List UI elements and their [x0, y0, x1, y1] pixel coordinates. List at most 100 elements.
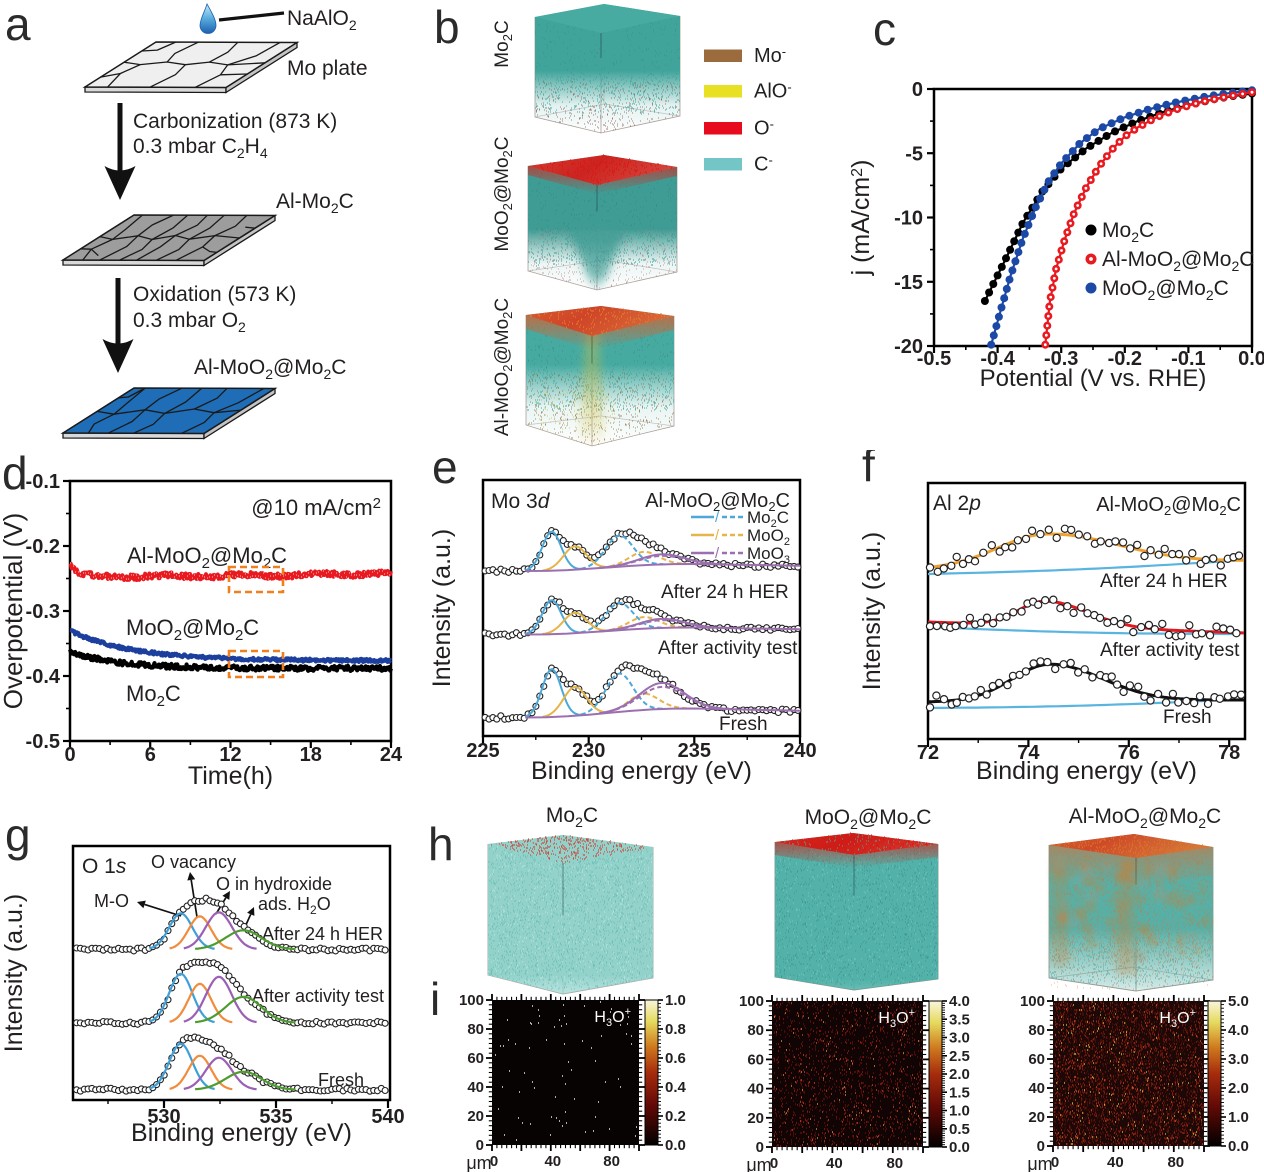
svg-text:1.0: 1.0	[1228, 1109, 1249, 1126]
svg-text:40: 40	[826, 1155, 843, 1172]
svg-text:80: 80	[1028, 1022, 1045, 1039]
svg-text:c: c	[873, 3, 896, 55]
svg-text:40: 40	[747, 1081, 764, 1098]
svg-text:-0.2: -0.2	[26, 536, 60, 558]
svg-text:20: 20	[747, 1110, 764, 1127]
svg-text:O 1s: O 1s	[82, 855, 127, 878]
svg-text:-0.1: -0.1	[26, 471, 60, 493]
svg-text:i: i	[430, 973, 440, 1025]
svg-text:235: 235	[678, 740, 711, 762]
svg-text:20: 20	[1028, 1109, 1045, 1126]
svg-text:MoO2: MoO2	[747, 526, 790, 548]
svg-text:-0.3: -0.3	[1044, 348, 1078, 370]
svg-text:60: 60	[747, 1051, 764, 1068]
svg-text:/: /	[715, 527, 720, 544]
svg-text:H3O+: H3O+	[1159, 1007, 1196, 1030]
svg-text:Mo2C: Mo2C	[1102, 219, 1154, 245]
svg-text:0: 0	[1051, 1154, 1059, 1171]
svg-text:0: 0	[756, 1139, 764, 1156]
svg-text:O in hydroxide: O in hydroxide	[216, 874, 332, 894]
svg-text:Al 2p: Al 2p	[933, 492, 981, 515]
svg-text:C-: C-	[754, 153, 773, 176]
svg-text:100: 100	[1020, 993, 1045, 1010]
svg-text:MoO3: MoO3	[747, 544, 790, 566]
svg-text:0.0: 0.0	[665, 1137, 686, 1154]
svg-text:100: 100	[459, 992, 484, 1009]
svg-text:4.0: 4.0	[949, 993, 970, 1010]
svg-text:Binding energy (eV): Binding energy (eV)	[131, 1119, 352, 1147]
svg-text:a: a	[5, 0, 31, 50]
svg-text:40: 40	[467, 1079, 484, 1096]
svg-text:After 24 h HER: After 24 h HER	[661, 582, 789, 603]
svg-text:1.0: 1.0	[949, 1103, 970, 1120]
svg-text:ads. H2O: ads. H2O	[258, 894, 331, 917]
svg-text:μm: μm	[1027, 1154, 1052, 1172]
svg-text:μm: μm	[746, 1155, 771, 1172]
svg-text:Carbonization (873 K): Carbonization (873 K)	[133, 110, 337, 133]
svg-text:AlO-: AlO-	[754, 80, 792, 103]
svg-text:/: /	[715, 545, 720, 562]
svg-text:80: 80	[886, 1155, 903, 1172]
svg-text:20: 20	[467, 1108, 484, 1125]
svg-text:MoO2@Mo2C: MoO2@Mo2C	[805, 806, 932, 832]
svg-text:Intensity (a.u.): Intensity (a.u.)	[858, 532, 886, 690]
svg-text:Mo2C: Mo2C	[492, 20, 515, 67]
svg-text:0.0: 0.0	[1238, 348, 1264, 370]
svg-text:3.0: 3.0	[1228, 1051, 1249, 1068]
svg-text:Mo2C: Mo2C	[747, 508, 789, 530]
svg-text:j (mA/cm2): j (mA/cm2)	[847, 160, 875, 277]
svg-text:H3O+: H3O+	[594, 1006, 631, 1029]
svg-text:Intensity (a.u.): Intensity (a.u.)	[430, 529, 456, 687]
svg-text:Al-MoO2@Mo2C: Al-MoO2@Mo2C	[194, 356, 346, 382]
svg-text:Mo-: Mo-	[754, 44, 786, 67]
svg-text:80: 80	[467, 1021, 484, 1038]
svg-text:5.0: 5.0	[1228, 993, 1249, 1010]
svg-text:-20: -20	[894, 336, 923, 358]
svg-text:535: 535	[259, 1106, 292, 1128]
svg-text:-5: -5	[905, 143, 923, 165]
svg-text:0.3 mbar O2: 0.3 mbar O2	[133, 309, 246, 335]
svg-text:e: e	[432, 450, 458, 493]
svg-text:Binding energy (eV): Binding energy (eV)	[976, 757, 1197, 785]
svg-text:g: g	[5, 809, 31, 861]
svg-text:0.5: 0.5	[949, 1121, 970, 1138]
svg-text:After activity test: After activity test	[658, 638, 798, 659]
svg-text:72: 72	[917, 742, 939, 764]
svg-text:40: 40	[1107, 1154, 1124, 1171]
svg-text:MoO2@Mo2C: MoO2@Mo2C	[492, 136, 515, 251]
svg-text:0.6: 0.6	[665, 1050, 686, 1067]
svg-text:1.0: 1.0	[665, 992, 686, 1009]
svg-text:-0.4: -0.4	[26, 666, 61, 688]
svg-text:80: 80	[1167, 1154, 1184, 1171]
svg-text:After activity test: After activity test	[1100, 640, 1240, 661]
svg-text:Time(h): Time(h)	[188, 762, 273, 790]
svg-text:0.2: 0.2	[665, 1108, 686, 1125]
svg-text:-0.5: -0.5	[917, 348, 951, 370]
svg-text:-15: -15	[894, 272, 923, 294]
svg-text:240: 240	[783, 740, 816, 762]
svg-text:2.5: 2.5	[949, 1048, 970, 1065]
svg-text:0: 0	[490, 1153, 498, 1170]
svg-text:18: 18	[300, 744, 322, 766]
svg-text:0.0: 0.0	[949, 1139, 970, 1156]
svg-text:After activity test: After activity test	[252, 986, 384, 1006]
svg-text:-0.5: -0.5	[26, 731, 60, 753]
svg-text:0: 0	[770, 1155, 778, 1172]
svg-text:4.0: 4.0	[1228, 1022, 1249, 1039]
svg-text:MoO2@Mo2C: MoO2@Mo2C	[1102, 277, 1229, 303]
svg-text:2.0: 2.0	[1228, 1080, 1249, 1097]
svg-text:Intensity (a.u.): Intensity (a.u.)	[0, 894, 28, 1052]
svg-text:Oxidation (573 K): Oxidation (573 K)	[133, 283, 296, 306]
svg-text:0.0: 0.0	[1228, 1138, 1249, 1155]
svg-text:b: b	[434, 1, 460, 53]
svg-text:MoO2@Mo2C: MoO2@Mo2C	[126, 615, 259, 644]
svg-text:530: 530	[147, 1106, 180, 1128]
svg-text:78: 78	[1218, 742, 1240, 764]
svg-text:Overpotential (V): Overpotential (V)	[0, 513, 28, 710]
svg-text:-10: -10	[894, 208, 923, 230]
svg-text:-0.3: -0.3	[26, 601, 60, 623]
svg-text:0.8: 0.8	[665, 1021, 686, 1038]
svg-text:1.5: 1.5	[949, 1084, 970, 1101]
svg-text:O-: O-	[754, 117, 774, 140]
svg-text:0: 0	[1037, 1138, 1045, 1155]
